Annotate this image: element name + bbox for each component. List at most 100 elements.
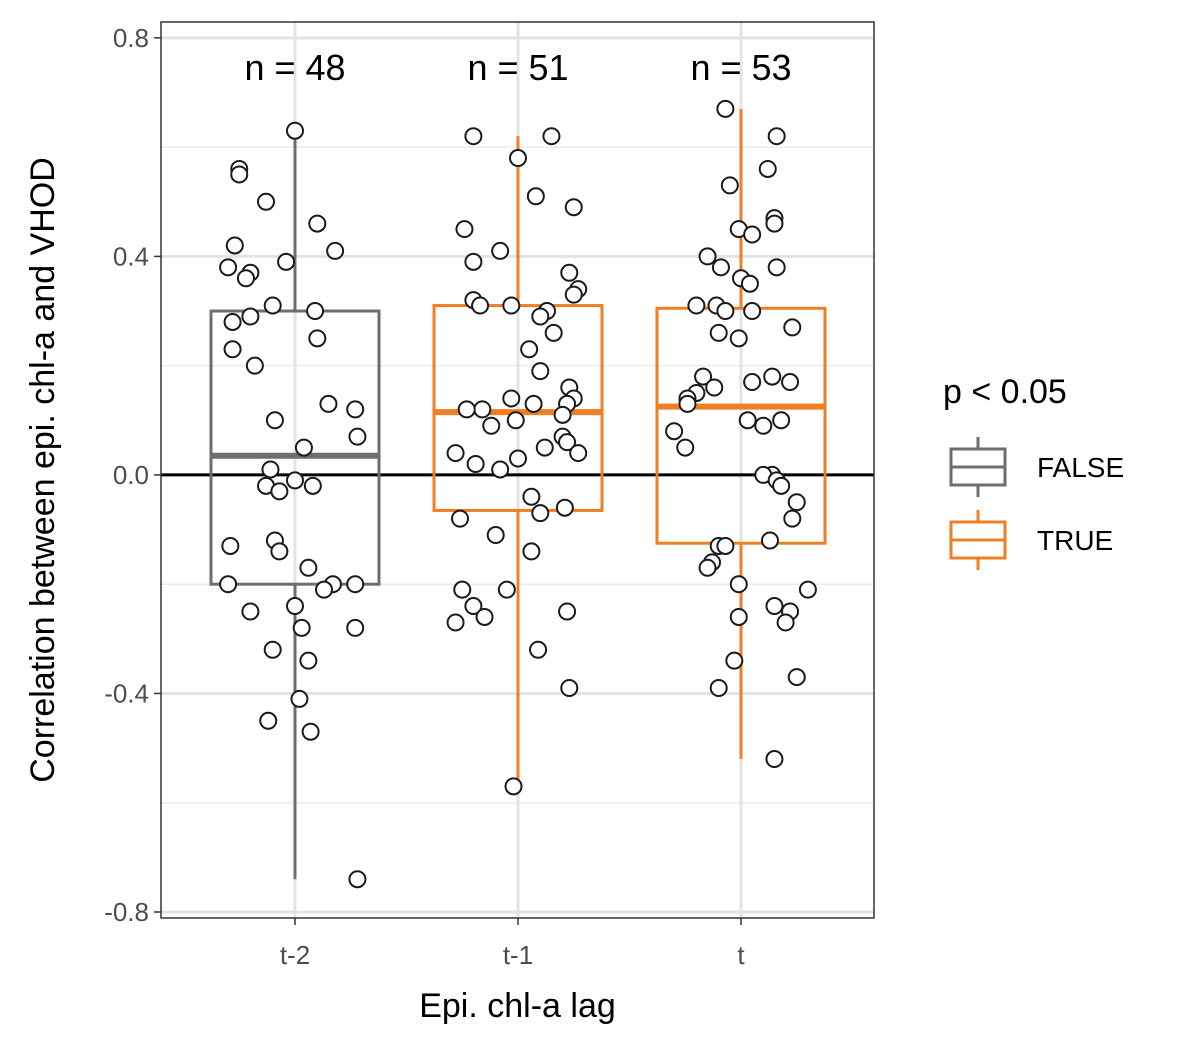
data-point	[787, 668, 806, 687]
data-point	[223, 340, 242, 359]
data-point	[506, 411, 525, 430]
data-point	[765, 597, 784, 616]
data-point	[526, 187, 545, 206]
data-point	[560, 679, 579, 697]
n-label-t: n = 53	[690, 47, 791, 88]
data-point	[482, 416, 501, 435]
legend-label: FALSE	[1037, 452, 1124, 483]
legend-title: p < 0.05	[943, 373, 1067, 411]
y-tick-label: -0.4	[104, 678, 149, 708]
data-point	[259, 711, 278, 730]
data-point	[531, 307, 550, 326]
y-tick-label: 0.0	[113, 460, 149, 490]
box-body	[655, 306, 827, 545]
data-point	[558, 602, 577, 621]
data-point	[529, 640, 548, 659]
data-point	[257, 192, 276, 211]
data-point	[694, 367, 713, 386]
data-point	[473, 400, 492, 419]
data-point	[760, 531, 779, 550]
box-t-2	[209, 130, 381, 880]
data-point	[678, 394, 697, 413]
data-point	[457, 400, 476, 419]
data-point	[292, 618, 311, 637]
data-point	[705, 378, 724, 397]
data-point	[346, 618, 365, 637]
y-tick-label: 0.8	[113, 23, 149, 53]
data-point	[497, 580, 516, 599]
data-point	[522, 542, 541, 561]
data-point	[223, 312, 242, 331]
legend-entry-false: FALSE	[949, 437, 1124, 497]
data-point	[709, 679, 728, 697]
data-point	[509, 449, 527, 468]
data-point	[464, 597, 483, 616]
data-point	[236, 269, 255, 288]
data-point	[455, 220, 474, 239]
data-point	[301, 722, 320, 741]
data-point	[225, 236, 244, 255]
legend: p < 0.05 FALSE TRUE	[943, 373, 1124, 570]
data-point	[346, 400, 365, 419]
data-point	[263, 296, 282, 315]
x-tick-label: t-2	[280, 940, 310, 970]
data-point	[464, 252, 483, 271]
data-point	[738, 411, 757, 430]
data-point	[453, 580, 472, 599]
data-point	[502, 296, 521, 315]
data-point	[758, 159, 777, 178]
data-point	[558, 433, 577, 452]
data-point	[451, 509, 470, 528]
x-axis-title: Epi. chl-a lag	[419, 987, 616, 1025]
data-point	[743, 302, 762, 321]
data-point	[698, 558, 717, 577]
n-labels-layer: n = 48 n = 51 n = 53	[244, 47, 791, 88]
data-point	[783, 509, 802, 528]
data-point	[446, 444, 465, 463]
data-point	[781, 373, 800, 392]
legend-label: TRUE	[1037, 525, 1113, 556]
data-point	[772, 411, 791, 430]
data-point	[569, 444, 588, 463]
legend-entries: FALSE TRUE	[949, 437, 1124, 570]
data-point	[743, 225, 762, 244]
data-point	[346, 575, 365, 594]
data-point	[729, 607, 748, 626]
data-point	[767, 258, 786, 277]
data-point	[765, 750, 784, 769]
y-tick-label: -0.8	[104, 897, 149, 927]
data-point	[509, 149, 527, 168]
data-point	[542, 127, 561, 146]
data-point	[711, 258, 730, 277]
data-point	[491, 241, 510, 260]
y-axis-title: Correlation between epi. chl-a and VHOD	[24, 157, 62, 783]
data-point	[245, 356, 264, 375]
data-point	[776, 613, 795, 632]
data-point	[687, 296, 706, 315]
data-point	[772, 476, 791, 495]
data-point	[520, 340, 539, 359]
y-tick-label: 0.4	[113, 241, 149, 271]
data-point	[531, 504, 550, 523]
data-point	[555, 498, 574, 517]
legend-entry-true: TRUE	[949, 510, 1113, 570]
n-label-t-2: n = 48	[244, 47, 345, 88]
data-point	[446, 613, 465, 632]
data-point	[277, 252, 296, 271]
points-layer	[219, 99, 817, 889]
data-point	[564, 198, 583, 217]
data-point	[743, 373, 762, 392]
data-point	[787, 493, 806, 512]
data-point	[303, 476, 322, 495]
axes-layer: -0.8 -0.4 0.0 0.4 0.8 t-2 t-1 t	[104, 23, 745, 970]
data-point	[698, 247, 717, 266]
data-point	[720, 176, 739, 195]
data-point	[308, 214, 327, 233]
data-point	[535, 438, 554, 457]
data-point	[544, 323, 563, 342]
data-point	[314, 580, 333, 599]
data-point	[729, 575, 748, 594]
data-point	[665, 422, 684, 441]
n-label-t-1: n = 51	[467, 47, 568, 88]
data-point	[326, 241, 345, 260]
